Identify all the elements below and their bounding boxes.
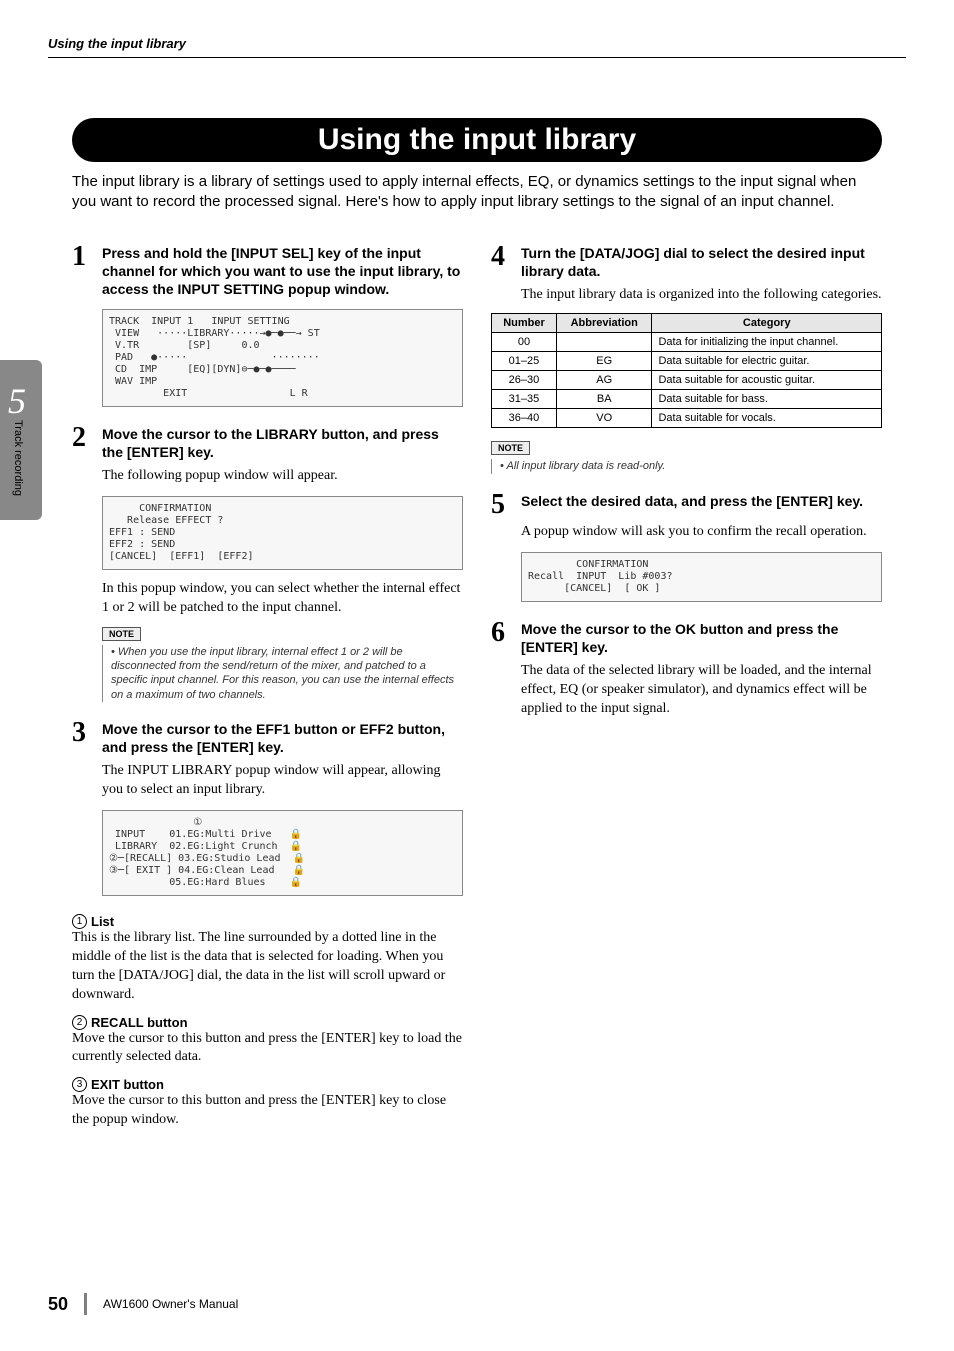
step-title: Select the desired data, and press the [… bbox=[521, 492, 863, 510]
figure-input-library-list: ① INPUT 01.EG:Multi Drive 🔒 LIBRARY 02.E… bbox=[102, 810, 463, 896]
left-column: 1 Press and hold the [INPUT SEL] key of … bbox=[72, 244, 463, 1140]
side-tab: 5 Track recording bbox=[0, 360, 42, 570]
step-5: 5 Select the desired data, and press the… bbox=[491, 492, 882, 602]
step-number: 2 bbox=[72, 425, 94, 450]
cell: Data suitable for acoustic guitar. bbox=[652, 371, 882, 390]
cell: 26–30 bbox=[492, 371, 557, 390]
th-abbrev: Abbreviation bbox=[556, 314, 652, 333]
step-body-2: In this popup window, you can select whe… bbox=[102, 580, 463, 618]
page-number: 50 bbox=[48, 1294, 68, 1315]
circled-number: 3 bbox=[72, 1077, 87, 1092]
step-number: 5 bbox=[491, 492, 513, 517]
annotation-label: List bbox=[91, 914, 114, 929]
note-block: NOTE • When you use the input library, i… bbox=[102, 624, 463, 702]
table-row: 31–35BAData suitable for bass. bbox=[492, 390, 882, 409]
step-number: 6 bbox=[491, 620, 513, 645]
step-title: Press and hold the [INPUT SEL] key of th… bbox=[102, 244, 463, 299]
annotation-body: This is the library list. The line surro… bbox=[72, 929, 463, 1005]
note-body: • All input library data is read-only. bbox=[491, 459, 882, 473]
step-number: 1 bbox=[72, 244, 94, 269]
page-header: Using the input library bbox=[48, 35, 906, 58]
cell: AG bbox=[556, 371, 652, 390]
page-title: Using the input library bbox=[318, 123, 636, 157]
cell: Data suitable for electric guitar. bbox=[652, 352, 882, 371]
step-title: Turn the [DATA/JOG] dial to select the d… bbox=[521, 244, 882, 280]
table-row: 01–25EGData suitable for electric guitar… bbox=[492, 352, 882, 371]
note-block: NOTE • All input library data is read-on… bbox=[491, 438, 882, 473]
annotation-1: 1 List This is the library list. The lin… bbox=[72, 914, 463, 1005]
step-title: Move the cursor to the OK button and pre… bbox=[521, 620, 882, 656]
step-2: 2 Move the cursor to the LIBRARY button,… bbox=[72, 425, 463, 702]
table-row: 26–30AGData suitable for acoustic guitar… bbox=[492, 371, 882, 390]
step-1: 1 Press and hold the [INPUT SEL] key of … bbox=[72, 244, 463, 407]
cell: Data suitable for bass. bbox=[652, 390, 882, 409]
cell: Data suitable for vocals. bbox=[652, 409, 882, 428]
step-3: 3 Move the cursor to the EFF1 button or … bbox=[72, 720, 463, 896]
cell: BA bbox=[556, 390, 652, 409]
cell: 00 bbox=[492, 333, 557, 352]
note-body: • When you use the input library, intern… bbox=[102, 645, 463, 702]
note-text: All input library data is read-only. bbox=[507, 460, 666, 472]
step-body: The data of the selected library will be… bbox=[521, 662, 882, 719]
table-row: 00 Data for initializing the input channe… bbox=[492, 333, 882, 352]
side-label: Track recording bbox=[12, 420, 24, 496]
page-title-block: Using the input library bbox=[72, 118, 882, 162]
annotation-body: Move the cursor to this button and press… bbox=[72, 1030, 463, 1068]
annotation-label: EXIT button bbox=[91, 1077, 164, 1092]
library-categories-table: Number Abbreviation Category 00 Data for … bbox=[491, 313, 882, 428]
cell: VO bbox=[556, 409, 652, 428]
cell: EG bbox=[556, 352, 652, 371]
cell: 36–40 bbox=[492, 409, 557, 428]
annotation-3: 3 EXIT button Move the cursor to this bu… bbox=[72, 1077, 463, 1130]
step-number: 4 bbox=[491, 244, 513, 269]
step-body: The INPUT LIBRARY popup window will appe… bbox=[102, 762, 463, 800]
cell: 31–35 bbox=[492, 390, 557, 409]
th-category: Category bbox=[652, 314, 882, 333]
intro-paragraph: The input library is a library of settin… bbox=[72, 172, 882, 213]
step-body: The following popup window will appear. bbox=[102, 467, 463, 486]
step-4: 4 Turn the [DATA/JOG] dial to select the… bbox=[491, 244, 882, 474]
figure-confirmation-recall: CONFIRMATION Recall INPUT Lib #003? [CAN… bbox=[521, 552, 882, 602]
circled-number: 2 bbox=[72, 1015, 87, 1030]
header-section-title: Using the input library bbox=[48, 36, 186, 51]
cell bbox=[556, 333, 652, 352]
step-body: The input library data is organized into… bbox=[521, 286, 882, 305]
circled-number: 1 bbox=[72, 914, 87, 929]
footer-divider bbox=[84, 1293, 87, 1315]
content-columns: 1 Press and hold the [INPUT SEL] key of … bbox=[72, 244, 882, 1140]
annotation-list: 1 List This is the library list. The lin… bbox=[72, 914, 463, 1130]
table-row: 36–40VOData suitable for vocals. bbox=[492, 409, 882, 428]
chapter-number: 5 bbox=[8, 380, 26, 422]
cell: Data for initializing the input channel. bbox=[652, 333, 882, 352]
step-number: 3 bbox=[72, 720, 94, 745]
manual-name: AW1600 Owner's Manual bbox=[103, 1297, 238, 1311]
table-header-row: Number Abbreviation Category bbox=[492, 314, 882, 333]
step-title: Move the cursor to the LIBRARY button, a… bbox=[102, 425, 463, 461]
figure-input-setting: TRACK INPUT 1 INPUT SETTING VIEW ·····LI… bbox=[102, 309, 463, 407]
step-body: A popup window will ask you to confirm t… bbox=[521, 523, 882, 542]
right-column: 4 Turn the [DATA/JOG] dial to select the… bbox=[491, 244, 882, 1140]
figure-confirmation-release: CONFIRMATION Release EFFECT ? EFF1 : SEN… bbox=[102, 496, 463, 570]
th-number: Number bbox=[492, 314, 557, 333]
note-tag: NOTE bbox=[102, 627, 141, 641]
step-6: 6 Move the cursor to the OK button and p… bbox=[491, 620, 882, 719]
step-title: Move the cursor to the EFF1 button or EF… bbox=[102, 720, 463, 756]
annotation-2: 2 RECALL button Move the cursor to this … bbox=[72, 1015, 463, 1068]
note-tag: NOTE bbox=[491, 441, 530, 455]
note-text: When you use the input library, internal… bbox=[111, 646, 454, 701]
annotation-label: RECALL button bbox=[91, 1015, 188, 1030]
annotation-body: Move the cursor to this button and press… bbox=[72, 1092, 463, 1130]
page-footer: 50 AW1600 Owner's Manual bbox=[48, 1293, 238, 1315]
cell: 01–25 bbox=[492, 352, 557, 371]
